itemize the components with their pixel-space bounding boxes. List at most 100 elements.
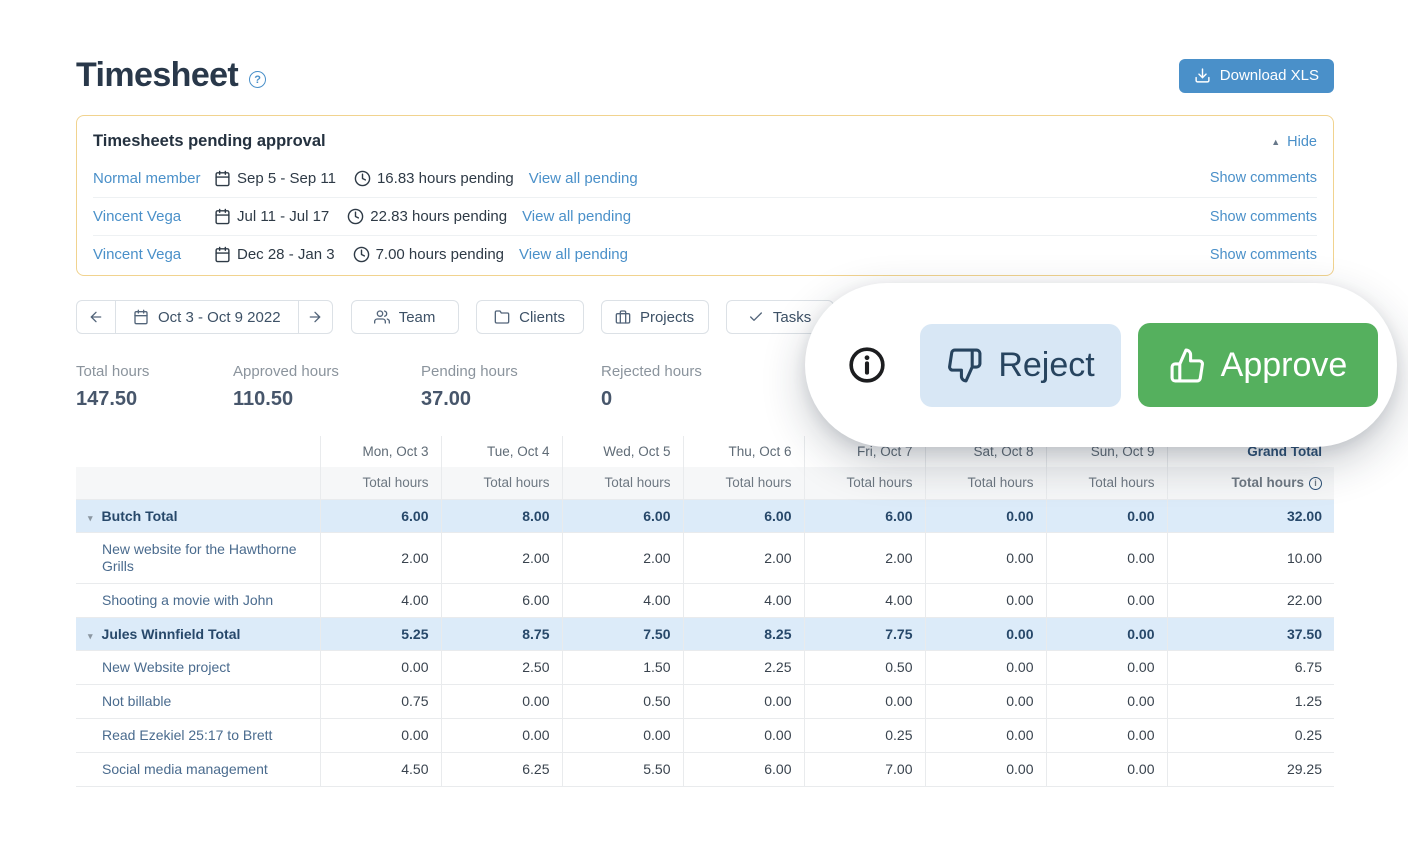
hide-link[interactable]: ▲ Hide (1271, 134, 1317, 150)
show-comments-link[interactable]: Show comments (1209, 246, 1317, 263)
row-total-cell: 37.50 (1166, 616, 1334, 650)
show-comments-link[interactable]: Show comments (1209, 208, 1317, 225)
hours-cell: 0.00 (561, 717, 683, 752)
users-icon (373, 310, 390, 324)
row-total-cell: 1.25 (1166, 683, 1334, 718)
pending-rows: Normal member Sep 5 - Sep 11 16.83 hours… (93, 159, 1317, 273)
task-label[interactable]: Shooting a movie with John (76, 582, 320, 617)
row-total-cell: 6.75 (1166, 649, 1334, 684)
hours-cell: 0.00 (319, 717, 441, 752)
hours-cell: 8.75 (440, 616, 562, 650)
view-all-pending-link[interactable]: View all pending (519, 246, 628, 263)
total-hours-subheader: Total hours (440, 467, 562, 499)
approve-button-label: Approve (1220, 345, 1348, 384)
clock-icon (347, 208, 364, 225)
info-icon[interactable] (848, 346, 886, 384)
timesheet-table: Mon, Oct 3 Tue, Oct 4 Wed, Oct 5 Thu, Oct 6… (76, 436, 1334, 787)
pending-panel-title: Timesheets pending approval (93, 132, 326, 150)
hours-cell: 5.50 (561, 751, 683, 787)
table-row: Not billable 0.75 0.00 0.50 0.00 0.00 0.00 0.00… (76, 683, 1334, 718)
hours-cell: 2.00 (561, 531, 683, 583)
total-hours-subheader: Total hours (1045, 467, 1167, 499)
arrow-left-icon (90, 311, 102, 323)
filter-button-team[interactable]: Team (350, 300, 459, 334)
hours-cell: 0.00 (1045, 649, 1167, 684)
pending-timesheet-row: Vincent Vega Dec 28 - Jan 3 7.00 hours p… (93, 235, 1317, 273)
next-week-button[interactable] (297, 300, 333, 334)
hours-cell: 8.00 (440, 498, 562, 532)
hours-cell: 2.00 (319, 531, 441, 583)
hours-cell: 1.50 (561, 649, 683, 684)
show-comments-link[interactable]: Show comments (1209, 170, 1317, 186)
hours-cell: 0.00 (682, 717, 804, 752)
member-link[interactable]: Vincent Vega (93, 246, 182, 263)
total-hours-subheader: Total hours (682, 467, 804, 499)
date-navigation-group: Oct 3 - Oct 9 2022 (76, 300, 333, 334)
total-hours-subheader: Total hours (319, 467, 441, 499)
row-total-cell: 29.25 (1166, 751, 1334, 787)
hours-cell: 0.00 (924, 683, 1046, 718)
filter-button-projects[interactable]: Projects (600, 300, 709, 334)
task-label[interactable]: Read Ezekiel 25:17 to Brett (76, 717, 320, 752)
hours-cell: 2.00 (803, 531, 925, 583)
task-label[interactable]: Not billable (76, 683, 320, 718)
hours-cell: 0.25 (803, 717, 925, 752)
approve-button[interactable]: Approve (1138, 323, 1378, 407)
row-total-cell: 22.00 (1166, 582, 1334, 617)
collapse-caret-icon[interactable]: ▾ (88, 512, 93, 523)
reject-button[interactable]: Reject (920, 323, 1121, 407)
day-column-header: Wed, Oct 5 (561, 436, 683, 467)
download-xls-button[interactable]: Download XLS (1178, 58, 1334, 93)
stat-rejected-hours: Rejected hours 0 (601, 363, 702, 410)
hours-cell: 4.00 (561, 582, 683, 617)
help-icon[interactable]: ? (249, 71, 267, 88)
pending-timesheet-row: Normal member Sep 5 - Sep 11 16.83 hours… (93, 159, 1317, 197)
previous-week-button[interactable] (76, 300, 116, 334)
clock-icon (354, 170, 371, 186)
stat-approved-hours: Approved hours 110.50 (233, 363, 339, 410)
briefcase-icon (615, 310, 631, 324)
table-row: ▾ Jules Winnfield Total 5.25 8.75 7.50 8.25 7.… (76, 616, 1334, 650)
filter-buttons: Team Clients Projects Tasks (350, 300, 834, 334)
hours-cell: 0.50 (803, 649, 925, 684)
view-all-pending-link[interactable]: View all pending (522, 208, 632, 225)
row-total-cell: 32.00 (1166, 498, 1334, 532)
hours-cell: 2.00 (440, 531, 562, 583)
table-row: New Website project 0.00 2.50 1.50 2.25 0.50 0… (76, 649, 1334, 684)
collapse-caret-icon[interactable]: ▾ (88, 630, 93, 641)
download-xls-label: Download XLS (1219, 67, 1319, 84)
info-circle-icon[interactable]: i (1309, 476, 1322, 490)
hours-cell: 0.00 (1045, 717, 1167, 752)
view-all-pending-link[interactable]: View all pending (528, 169, 638, 187)
page-title: Timesheet (76, 56, 239, 94)
hours-cell: 0.00 (924, 717, 1046, 752)
download-icon (1195, 68, 1210, 83)
task-label[interactable]: Social media management (76, 751, 320, 787)
date-range: Dec 28 - Jan 3 (214, 246, 335, 263)
pending-timesheet-row: Vincent Vega Jul 11 - Jul 17 22.83 hours… (93, 197, 1317, 235)
reject-button-label: Reject (998, 345, 1095, 384)
member-link[interactable]: Vincent Vega (93, 208, 182, 225)
thumbs-up-icon (1170, 348, 1204, 382)
total-hours-subheader: Total hours (561, 467, 683, 499)
task-label[interactable]: New Website project (76, 649, 320, 684)
check-icon (749, 312, 762, 321)
hours-cell: 0.50 (561, 683, 683, 718)
task-label[interactable]: New website for the Hawthorne Grills (76, 531, 320, 583)
thumbs-down-icon (948, 348, 982, 382)
member-link[interactable]: Normal member (93, 169, 201, 187)
total-hours-subheader: Total hours (803, 467, 925, 499)
hours-cell: 6.25 (440, 751, 562, 787)
date-range-button[interactable]: Oct 3 - Oct 9 2022 (115, 300, 299, 334)
hours-cell: 0.00 (803, 683, 925, 718)
hours-cell: 0.00 (1045, 683, 1167, 718)
hide-link-label: Hide (1287, 133, 1317, 150)
hours-cell: 8.25 (682, 616, 804, 650)
pending-panel-header: Timesheets pending approval ▲ Hide (93, 132, 1317, 151)
hours-cell: 2.00 (682, 531, 804, 583)
calendar-icon (215, 246, 230, 263)
hours-cell: 6.00 (682, 751, 804, 787)
folder-icon (494, 310, 510, 324)
filter-button-clients[interactable]: Clients (475, 300, 584, 334)
table-row: ▾ Butch Total 6.00 8.00 6.00 6.00 6.00 0.00 0.00… (76, 498, 1334, 532)
